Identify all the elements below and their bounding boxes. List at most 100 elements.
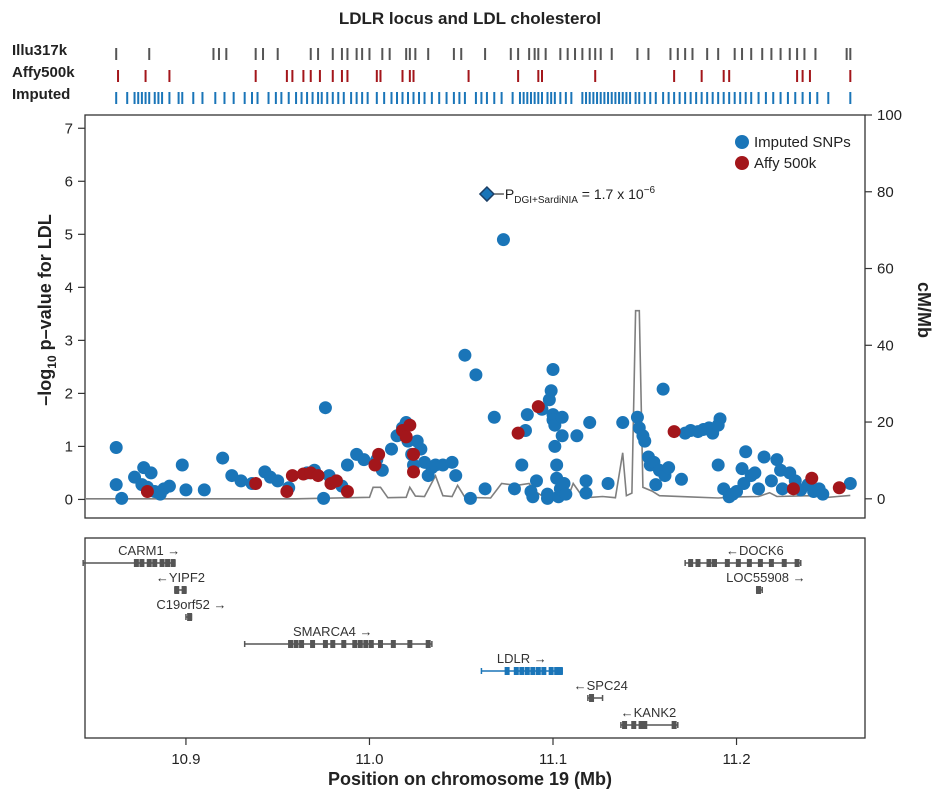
y-right-tick-label: 20: [877, 414, 894, 431]
gene-exon: [310, 640, 316, 648]
legend: Imputed SNPs Affy 500k: [735, 134, 851, 172]
gene-exon: [642, 721, 648, 729]
gene-exon: [541, 667, 547, 675]
gene-exon: [695, 559, 701, 567]
imputed-snp-point: [197, 483, 211, 497]
gene-label: ←KANK2: [621, 705, 677, 720]
imputed-snp-point: [656, 382, 670, 396]
gene-exon: [768, 559, 774, 567]
gene-exon: [589, 694, 595, 702]
imputed-snp-point: [674, 472, 688, 486]
top-snp-annotation: PDGI+SardiNIA = 1.7 x 10−6: [478, 185, 656, 206]
x-tick-label: 11.1: [539, 751, 567, 768]
y-axis-left: 0 1 2 3 4 5 6 7: [65, 120, 85, 508]
imputed-snp-point: [469, 368, 483, 382]
imputed-snp-point: [175, 458, 189, 472]
gene-exon: [390, 640, 396, 648]
annotation-subscript: DGI+SardiNIA: [514, 195, 578, 206]
gene-label: LOC55908 →: [726, 570, 806, 585]
y-tick-label: 1: [65, 438, 73, 455]
gene-exon: [513, 667, 519, 675]
imputed-snp-point: [520, 408, 534, 422]
y-right-tick-label: 80: [877, 184, 894, 201]
imputed-snp-point: [162, 479, 176, 493]
gene-exon: [712, 559, 718, 567]
x-tick-label: 10.9: [171, 751, 200, 768]
affy-snp-point: [285, 469, 299, 483]
affy-snp-point: [140, 484, 154, 498]
imputed-snp-point: [546, 363, 560, 377]
gene-label: ←SPC24: [574, 678, 628, 693]
imputed-snp-point: [752, 482, 766, 496]
gene-panel-frame: [84, 537, 866, 739]
imputed-snp-point: [616, 416, 630, 430]
y-tick-label: 4: [65, 279, 73, 296]
gene-exon: [165, 559, 171, 567]
gene-exon: [133, 559, 139, 567]
gene-carm1: CARM1 →: [82, 543, 180, 567]
imputed-snp-point: [449, 469, 463, 483]
y-tick-label: 0: [65, 491, 73, 508]
imputed-snp-point: [713, 412, 727, 426]
affy-snp-point: [786, 482, 800, 496]
imputed-snp-point: [179, 483, 193, 497]
track-label-0: Illu317k: [12, 42, 68, 59]
annotation-text: PDGI+SardiNIA = 1.7 x 10−6: [505, 185, 656, 206]
gene-label: SMARCA4 →: [293, 624, 372, 639]
affy-snp-point: [511, 426, 525, 440]
gene-kank2: ←KANK2: [620, 705, 679, 729]
imputed-snp-point: [711, 458, 725, 472]
imputed-snp-point: [748, 466, 762, 480]
gene-yipf2: ←YIPF2: [156, 570, 205, 594]
track-label-1: Affy500k: [12, 64, 75, 81]
annotation-suffix: = 1.7 x 10: [578, 186, 644, 202]
imputed-snp-point: [555, 410, 569, 424]
gene-exon: [181, 586, 187, 594]
imputed-snp-point: [317, 491, 331, 505]
imputed-snp-point: [601, 477, 615, 491]
affy-snp-point: [531, 400, 545, 414]
gene-spc24: ←SPC24: [574, 678, 628, 702]
imputed-snp-point: [478, 482, 492, 496]
gene-exon: [504, 667, 510, 675]
gene-exon: [622, 721, 628, 729]
affy-snp-point: [311, 469, 325, 483]
imputed-snp-point: [540, 491, 554, 505]
chart-title: LDLR locus and LDL cholesterol: [339, 9, 601, 28]
x-tick-label: 11.0: [355, 751, 383, 768]
gene-exon: [152, 559, 158, 567]
gene-exon: [735, 559, 741, 567]
gene-exon: [330, 640, 336, 648]
y-right-tick-label: 0: [877, 491, 885, 508]
gene-exon: [706, 559, 712, 567]
gene-exon: [724, 559, 730, 567]
track-label-2: Imputed: [12, 86, 70, 103]
gene-label: C19orf52 →: [156, 597, 226, 612]
y-axis-right-label: cM/Mb: [914, 282, 934, 338]
imputed-snp-point: [630, 410, 644, 424]
gene-exon: [357, 640, 363, 648]
gene-exon: [757, 559, 763, 567]
gene-exon: [671, 721, 677, 729]
x-axis-label: Position on chromosome 19 (Mb): [328, 769, 612, 789]
imputed-snp-point: [570, 429, 584, 443]
gene-exon: [187, 613, 193, 621]
imputed-snp-point: [340, 458, 354, 472]
gene-exon: [557, 667, 563, 675]
association-plot: 0 1 2 3 4 5 6 7 0 20 40 60 80 100 PDGI+SardiNIA = 1.…: [35, 107, 934, 519]
gene-exon: [139, 559, 145, 567]
legend-label-affy: Affy 500k: [754, 155, 817, 172]
gene-label: LDLR →: [497, 651, 547, 666]
top-snp-diamond-marker: [478, 185, 495, 203]
gene-models: CARM1 → ←YIPF2 C19orf52 → SMARCA4 → LDLR → ←S…: [82, 543, 806, 729]
imputed-snp-point: [487, 410, 501, 424]
y-right-tick-label: 60: [877, 261, 894, 278]
x-axis: 10.9 11.0 11.1 11.2: [171, 738, 751, 768]
gene-exon: [638, 721, 644, 729]
gene-exon: [756, 586, 762, 594]
imputed-snp-point: [318, 401, 332, 415]
affy-snp-point: [403, 418, 417, 432]
gene-smarca4: SMARCA4 →: [243, 624, 433, 648]
y-tick-label: 7: [65, 120, 73, 137]
gene-exon: [352, 640, 358, 648]
